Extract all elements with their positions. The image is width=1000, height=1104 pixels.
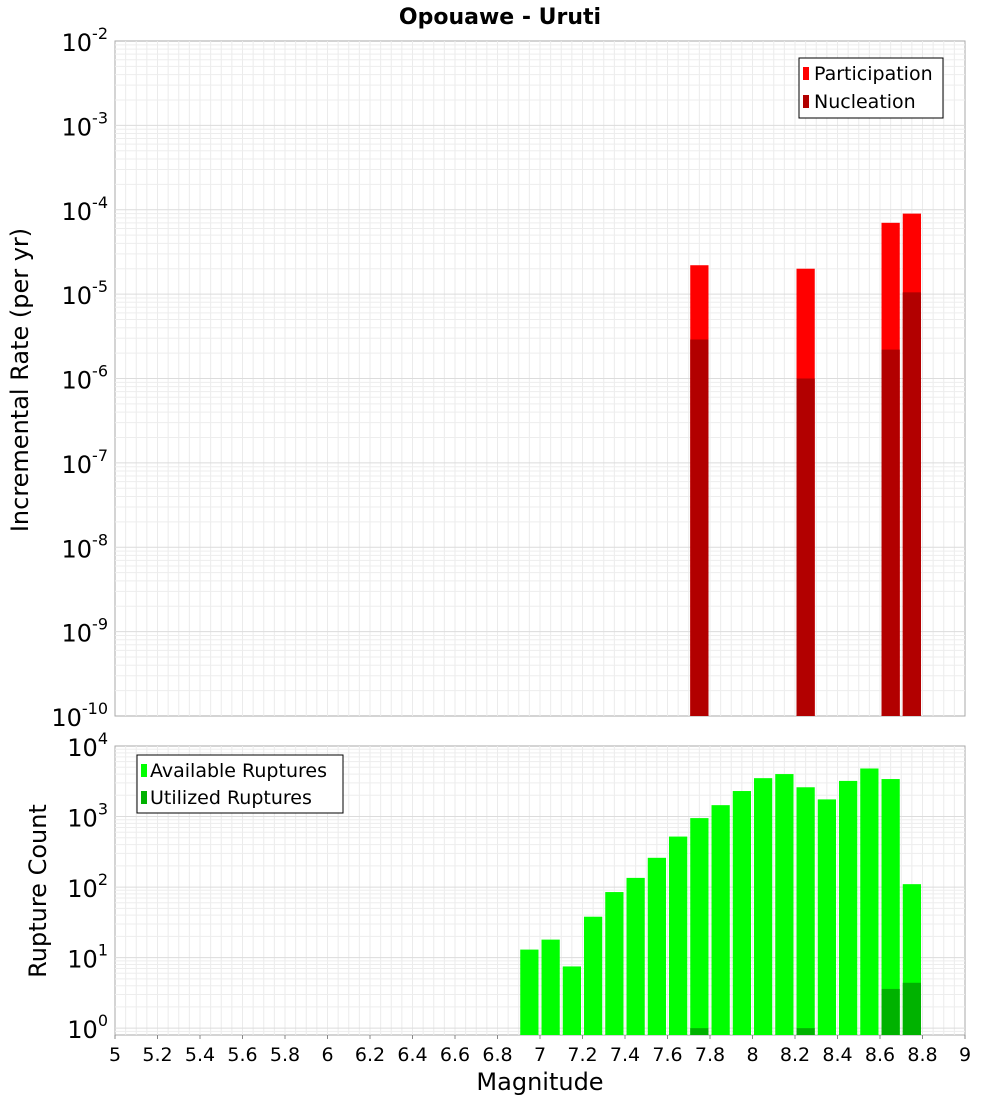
available-ruptures-bar: [520, 949, 539, 1035]
available-ruptures-bar: [647, 857, 666, 1035]
top-y-axis-label: Incremental Rate (per yr): [6, 228, 34, 532]
x-tick-label: 7.8: [695, 1044, 725, 1066]
x-tick-label: 6.2: [355, 1044, 385, 1066]
bottom-legend: Available Ruptures Utilized Ruptures: [136, 754, 344, 814]
x-tick-label: 6.8: [482, 1044, 512, 1066]
x-tick-label: 5: [109, 1044, 121, 1066]
top-y-tick-label: 10-10: [51, 699, 108, 732]
available-ruptures-bar: [817, 799, 836, 1035]
x-tick-label: 6.4: [397, 1044, 427, 1066]
legend-swatch-available: [141, 764, 147, 777]
available-ruptures-bar: [796, 787, 815, 1035]
top-y-tick-label: 10-7: [62, 446, 109, 479]
x-tick-label: 9: [959, 1044, 971, 1066]
top-y-tick-label: 10-4: [62, 193, 109, 226]
x-tick-label: 5.8: [270, 1044, 300, 1066]
utilized-ruptures-bar: [881, 988, 900, 1035]
chart-title: Opouawe - Uruti: [399, 5, 601, 30]
top-plot-panel: 10-10 10-9 10-8 10-7 10-6 10-5 10-4 10-3 10-2 In…: [6, 24, 966, 732]
bottom-y-tick-label: 104: [67, 729, 108, 762]
legend-label-nucleation: Nucleation: [814, 91, 916, 113]
x-tick-label: 7.2: [567, 1044, 597, 1066]
top-grid: [115, 41, 965, 716]
available-ruptures-bar: [669, 836, 688, 1035]
available-ruptures-bar: [626, 877, 645, 1035]
nucleation-bar: [902, 292, 921, 716]
bottom-y-tick-label: 100: [67, 1011, 108, 1044]
x-tick-label: 8.4: [822, 1044, 852, 1066]
x-tick-label: 8.2: [780, 1044, 810, 1066]
utilized-ruptures-bar: [902, 982, 921, 1035]
utilized-ruptures-bar: [796, 1028, 815, 1035]
x-tick-label: 5.4: [185, 1044, 215, 1066]
available-ruptures-bar: [605, 892, 624, 1035]
available-ruptures-bar: [541, 939, 560, 1035]
available-ruptures-bar: [584, 916, 603, 1035]
legend-swatch-nucleation: [803, 95, 809, 108]
x-tick-label: 6.6: [440, 1044, 470, 1066]
available-ruptures-bar: [732, 791, 751, 1035]
legend-swatch-utilized: [141, 791, 147, 804]
available-ruptures-bar: [711, 805, 730, 1035]
available-ruptures-bar: [754, 778, 773, 1035]
bottom-legend-box: [136, 754, 344, 814]
x-tick-label: 6: [321, 1044, 333, 1066]
bottom-bars: [520, 768, 921, 1035]
available-ruptures-bar: [775, 774, 794, 1035]
top-y-tick-label: 10-2: [62, 24, 109, 57]
utilized-ruptures-bar: [690, 1028, 709, 1035]
x-tick-label: 7.4: [610, 1044, 640, 1066]
legend-swatch-participation: [803, 67, 809, 80]
bottom-y-tick-labels: 100 101 102 103 104: [67, 729, 108, 1044]
x-tick-labels: 5 5.2 5.4 5.6 5.8 6 6.2 6.4 6.6 6.8 7 7.2 7.4 7.6 7.8 8…: [109, 1035, 971, 1066]
x-tick-label: 5.6: [227, 1044, 257, 1066]
x-tick-label: 8: [746, 1044, 758, 1066]
nucleation-bar: [690, 339, 709, 716]
x-tick-label: 7.6: [652, 1044, 682, 1066]
legend-label-utilized: Utilized Ruptures: [150, 787, 312, 809]
x-tick-label: 7: [534, 1044, 546, 1066]
x-tick-label: 8.8: [907, 1044, 937, 1066]
bottom-y-axis-label: Rupture Count: [24, 804, 52, 978]
bottom-y-tick-label: 103: [67, 800, 108, 833]
legend-label-available: Available Ruptures: [150, 760, 327, 782]
nucleation-bar: [881, 349, 900, 716]
available-ruptures-bar: [562, 966, 581, 1035]
bottom-y-tick-label: 101: [67, 941, 108, 974]
top-y-tick-label: 10-5: [62, 277, 109, 310]
top-y-tick-labels: 10-10 10-9 10-8 10-7 10-6 10-5 10-4 10-3 10-2: [51, 24, 108, 732]
top-y-tick-label: 10-6: [62, 362, 109, 395]
top-bars: [690, 213, 921, 717]
available-ruptures-bar: [690, 818, 709, 1035]
available-ruptures-bar: [881, 779, 900, 1035]
top-legend-box: [798, 57, 944, 119]
available-ruptures-bar: [860, 768, 879, 1035]
top-y-tick-label: 10-8: [62, 530, 109, 563]
nucleation-bar: [796, 378, 815, 716]
x-tick-label: 8.6: [865, 1044, 895, 1066]
x-tick-label: 5.2: [142, 1044, 172, 1066]
legend-label-participation: Participation: [814, 63, 933, 85]
x-axis-label: Magnitude: [476, 1068, 603, 1096]
available-ruptures-bar: [839, 780, 858, 1035]
top-y-tick-label: 10-3: [62, 108, 109, 141]
bottom-y-tick-label: 102: [67, 870, 108, 903]
top-legend: Participation Nucleation: [798, 57, 944, 119]
top-y-tick-label: 10-9: [62, 615, 109, 648]
bottom-plot-panel: 100 101 102 103 104 5 5.2 5.4 5.6 5.8 6 6.2 6.4 6.6 6…: [24, 729, 971, 1096]
bottom-grid: [115, 746, 965, 1035]
